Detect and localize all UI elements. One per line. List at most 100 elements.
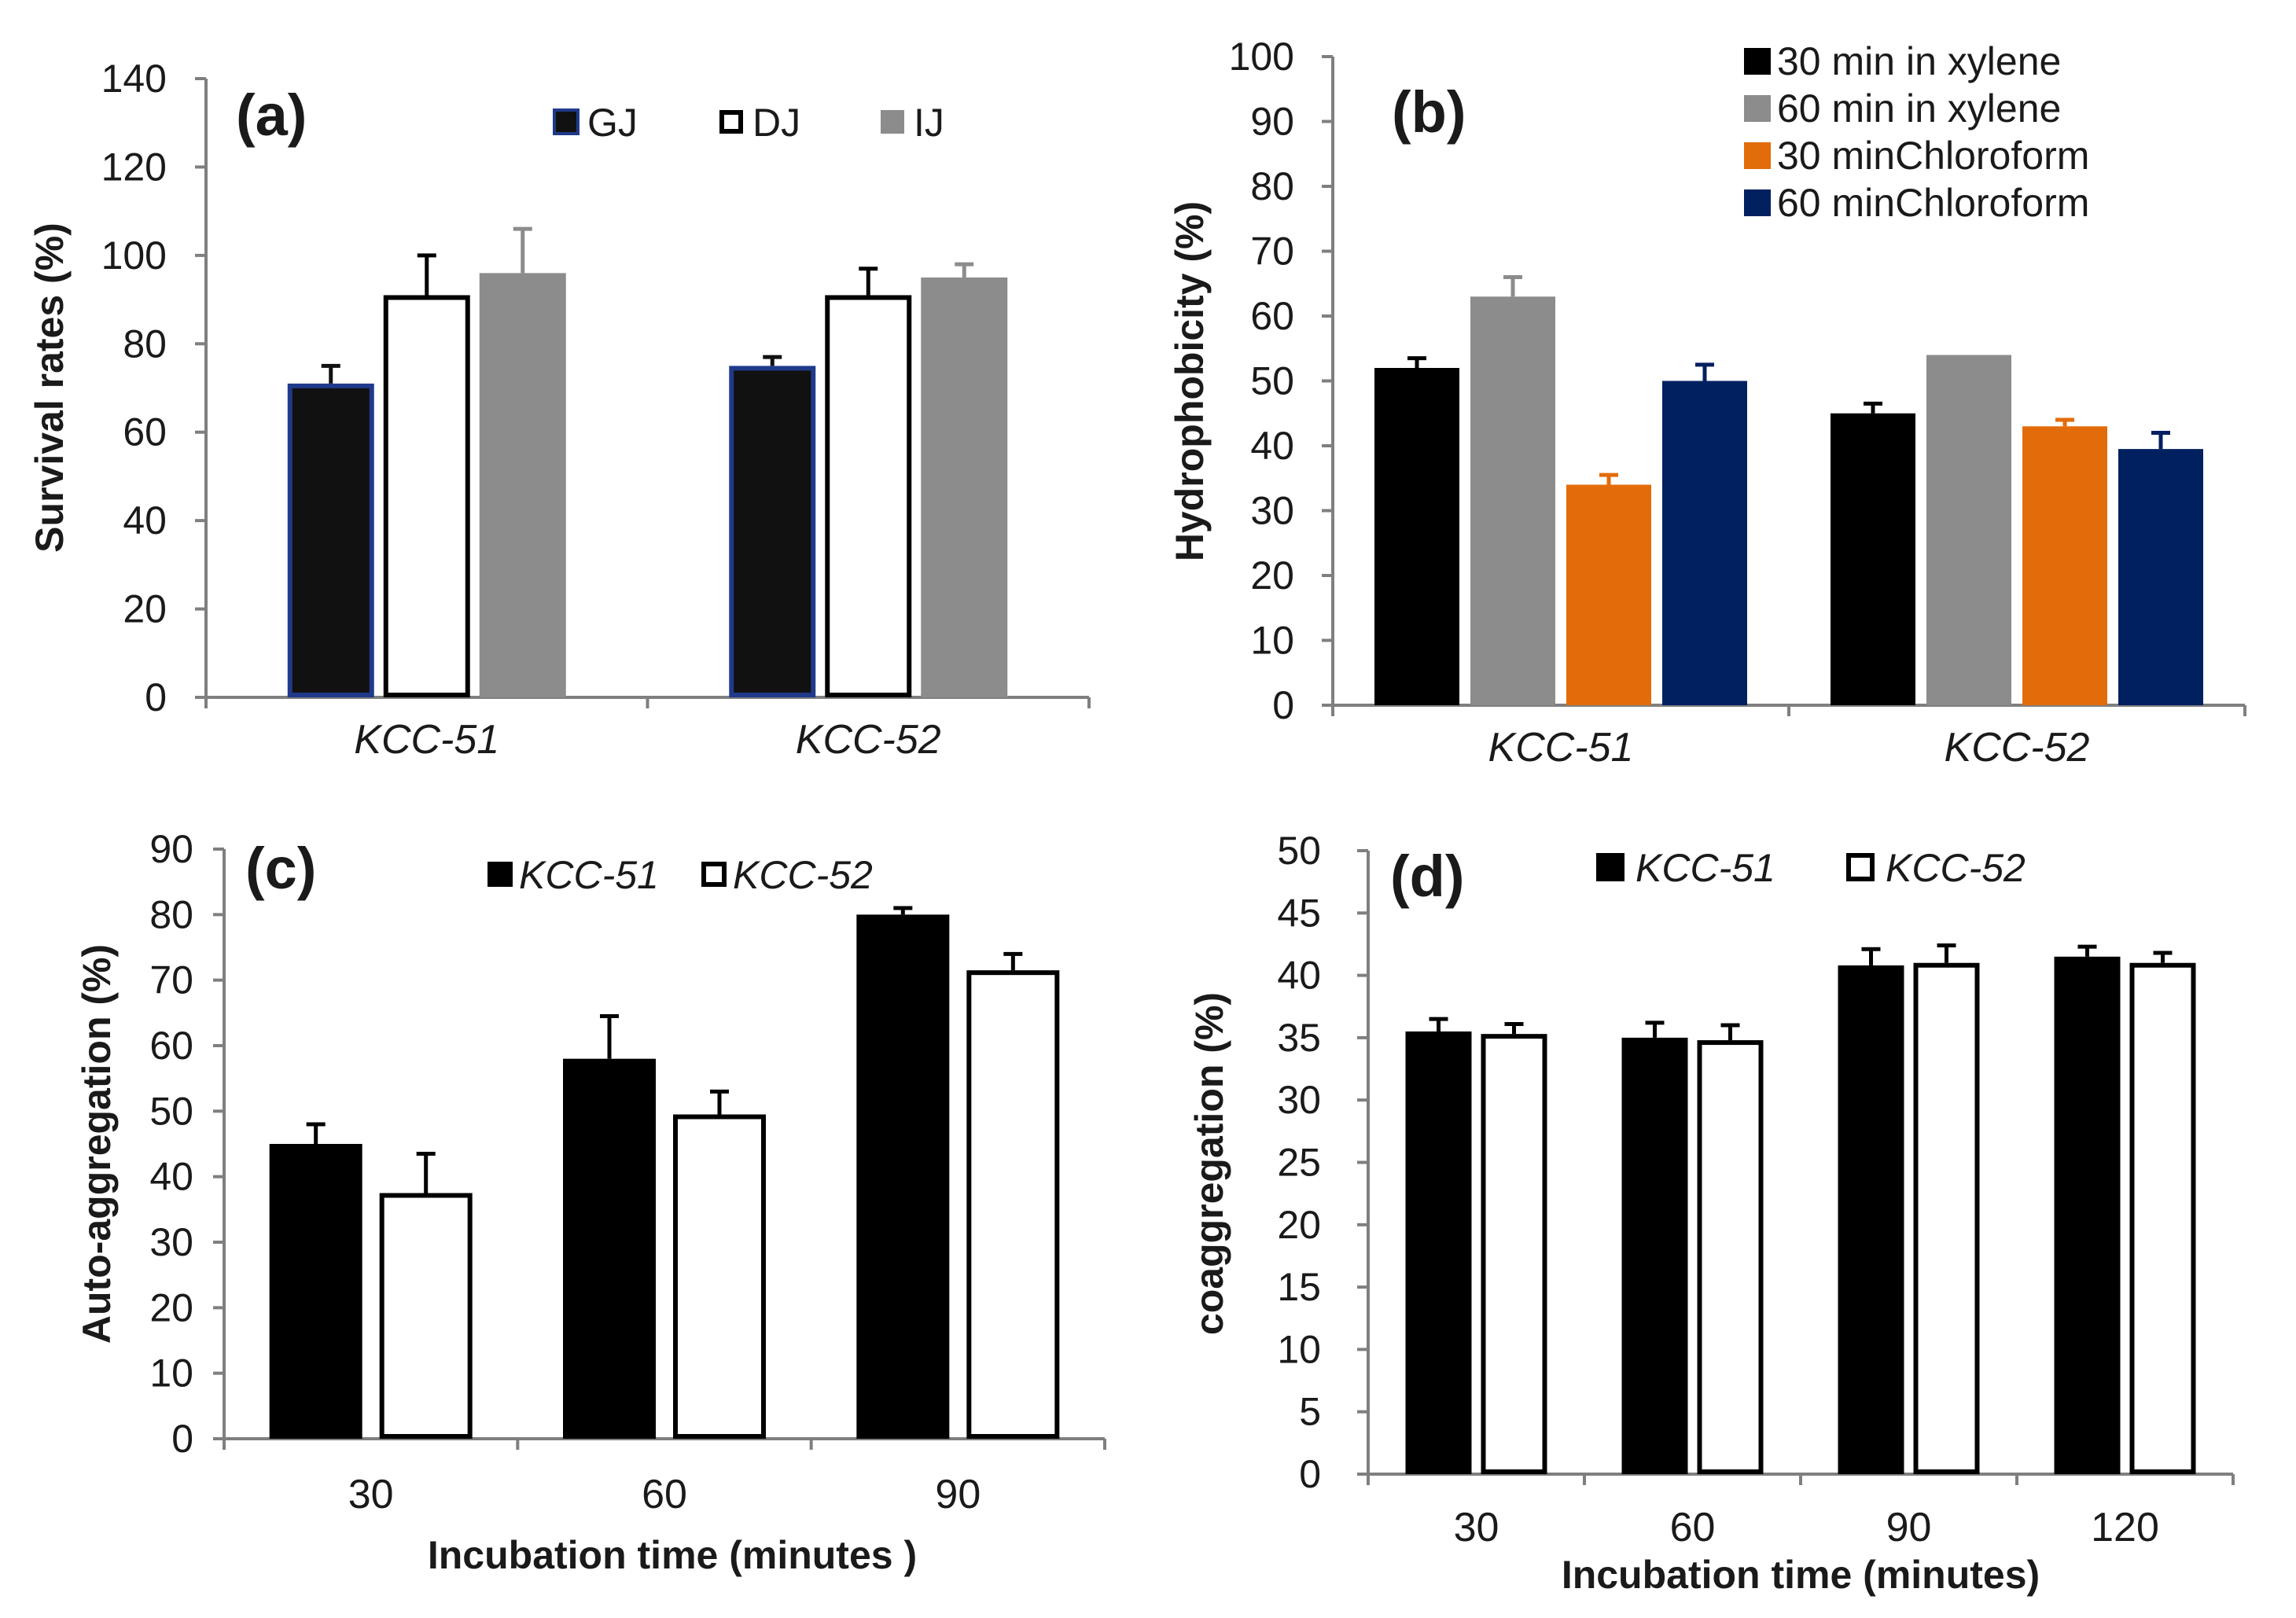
y-axis-title: Auto-aggregation (%) [75,944,119,1344]
panel-label: (b) [1392,79,1466,145]
y-tick-label: 40 [1250,424,1294,468]
bar-kcc-51-60 [563,1058,656,1439]
legend-swatch [881,110,904,134]
y-axis-title: coaggregation (%) [1187,992,1231,1335]
y-tick-label: 0 [1299,1452,1321,1496]
bar-ij-kcc-51 [479,273,566,698]
legend-label: GJ [587,101,638,145]
x-category-label: KCC-52 [796,717,941,763]
x-category-label: 30 [1454,1505,1499,1550]
bar-60-min-in-xylene-kcc-51 [1470,296,1555,705]
bar-kcc-52-60 [1697,1040,1764,1474]
legend-label: IJ [914,101,944,145]
bar-kcc-52-60 [673,1114,766,1439]
bar-kcc-51-90 [1838,965,1904,1474]
x-category-label: 90 [935,1472,981,1517]
legend-swatch [1744,189,1771,216]
y-tick-label: 30 [149,1220,193,1264]
y-tick-label: 90 [1250,100,1294,144]
bar-kcc-52-120 [2129,962,2196,1474]
y-tick-label: 10 [1277,1327,1321,1371]
y-tick-label: 30 [1277,1078,1321,1122]
y-tick-label: 50 [1250,359,1294,403]
bar-kcc-51-90 [856,914,950,1440]
y-tick-label: 30 [1250,489,1294,533]
legend-swatch [701,862,727,887]
y-tick-label: 40 [123,498,167,542]
x-category-label: 30 [348,1472,394,1517]
legend-label: DJ [752,101,800,145]
legend-swatch [1744,95,1771,122]
bar-30-min-in-xylene-kcc-52 [1831,413,1915,705]
bar-60-min-in-xylene-kcc-52 [1926,355,2011,705]
chart-panel-1: 0 10 20 30 40 50 60 70 80 90 100 KCC-51 KCC-52 (b) Hyd… [1168,35,2246,770]
panel-label: (d) [1390,844,1465,909]
y-axis-title: Hydrophobicity (%) [1168,201,1212,561]
legend-label: KCC-51 [1636,846,1775,890]
y-tick-label: 45 [1277,891,1321,935]
bar-kcc-51-30 [269,1144,362,1439]
bar-30-min-in-xylene-kcc-51 [1374,368,1459,705]
y-tick-label: 5 [1299,1390,1321,1434]
legend-label: KCC-52 [1886,846,2026,890]
y-tick-label: 60 [123,410,167,454]
legend-swatch [719,110,743,134]
x-category-label: KCC-51 [1488,725,1634,770]
y-tick-label: 25 [1277,1141,1321,1185]
bar-30-minchloroform-kcc-52 [2022,426,2107,705]
legend-swatch [553,108,580,135]
legend-label: 60 min in xylene [1777,86,2061,131]
bar-ij-kcc-52 [921,277,1008,697]
y-tick-label: 80 [123,322,167,366]
bar-kcc-52-90 [1913,962,1980,1474]
y-tick-label: 35 [1277,1016,1321,1060]
panel-label: (c) [245,836,316,901]
x-category-label: 120 [2091,1505,2159,1550]
chart-panel-3: 0 5 10 15 20 25 30 35 40 45 50 30 60 90 120 (d) coaggreg… [1187,829,2235,1597]
legend-swatch [488,862,513,887]
bar-kcc-52-30 [1481,1034,1547,1474]
panel-label: (a) [236,83,307,148]
bar-60-minchloroform-kcc-52 [2118,449,2203,705]
y-tick-label: 50 [149,1089,193,1133]
y-tick-label: 40 [1277,954,1321,998]
y-tick-label: 60 [149,1024,193,1068]
legend: KCC-51 KCC-52 [488,853,873,897]
y-tick-label: 40 [149,1155,193,1199]
bar-kcc-51-120 [2054,956,2121,1475]
y-tick-label: 60 [1250,294,1294,338]
y-tick-label: 140 [101,57,167,101]
bar-kcc-52-30 [379,1193,473,1439]
y-tick-label: 120 [101,145,167,189]
bar-dj-kcc-52 [825,295,912,697]
y-tick-label: 20 [149,1285,193,1329]
y-tick-label: 50 [1277,829,1321,873]
y-tick-label: 0 [1272,683,1294,727]
legend-label: KCC-52 [733,853,873,897]
bar-30-minchloroform-kcc-51 [1566,484,1651,705]
y-tick-label: 100 [101,234,167,278]
bar-kcc-51-30 [1405,1031,1472,1474]
x-category-label: KCC-52 [1945,725,2090,770]
bar-60-minchloroform-kcc-51 [1662,381,1747,705]
chart-panel-0: 0 20 40 60 80 100 120 140 KCC-51 KCC-52 (a) Surviva… [28,57,1091,763]
y-tick-label: 20 [123,587,167,631]
bar-kcc-51-60 [1621,1037,1688,1474]
y-tick-label: 10 [1250,619,1294,663]
x-category-label: 90 [1886,1505,1932,1550]
x-category-label: KCC-51 [354,717,499,763]
bar-dj-kcc-51 [383,295,470,697]
x-axis-title: Incubation time (minutes) [1562,1553,2040,1597]
legend-swatch [1744,142,1771,169]
y-tick-label: 0 [171,1417,193,1461]
legend-label: 30 minChloroform [1777,134,2089,178]
legend-label: 30 min in xylene [1777,39,2061,83]
legend-label: KCC-51 [519,853,659,897]
y-tick-label: 90 [149,827,193,871]
legend-label: 60 minChloroform [1777,181,2089,225]
y-tick-label: 80 [149,892,193,936]
y-tick-label: 10 [149,1351,193,1396]
y-tick-label: 70 [149,958,193,1002]
